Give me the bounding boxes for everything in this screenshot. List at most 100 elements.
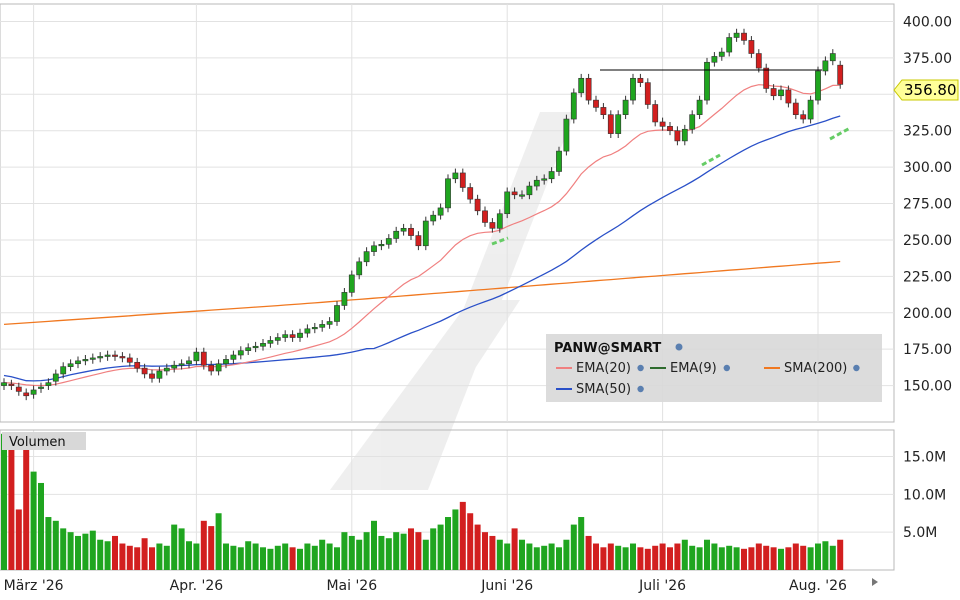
candle <box>223 355 229 369</box>
volume-bar <box>393 532 400 570</box>
volume-bar <box>178 528 185 570</box>
candle <box>674 126 681 146</box>
volume-bar <box>822 541 829 570</box>
candle <box>119 352 126 363</box>
volume-bar <box>770 547 777 570</box>
current-price-label: 356.80 <box>904 81 957 99</box>
candle <box>467 183 474 204</box>
volume-bar <box>533 547 540 570</box>
volume-bar <box>785 547 792 570</box>
volume-bar <box>67 532 74 570</box>
candle <box>134 357 141 373</box>
volume-bar <box>8 445 15 570</box>
candle <box>311 322 318 334</box>
svg-text:EMA(20): EMA(20) <box>576 361 631 376</box>
volume-bar <box>570 524 577 570</box>
volume-bar <box>681 539 688 570</box>
volume-bar <box>334 547 340 570</box>
volume-bar <box>667 547 673 570</box>
candle <box>356 257 363 280</box>
legend-settings-icon[interactable] <box>853 364 860 372</box>
volume-tick-label: 5.0M <box>903 525 937 541</box>
volume-bar <box>437 524 444 570</box>
candle <box>75 356 81 369</box>
x-tick-label: Juni '26 <box>480 578 533 594</box>
volume-bar <box>378 535 385 570</box>
volume-bar <box>585 535 592 570</box>
volume-bar <box>637 547 644 570</box>
symbol-settings-icon[interactable] <box>675 343 683 351</box>
volume-bar <box>237 547 244 570</box>
candle <box>829 49 836 66</box>
candle <box>385 234 392 249</box>
volume-bar <box>807 547 814 570</box>
volume-bar <box>563 539 570 570</box>
candle <box>622 95 629 120</box>
legend-settings-icon[interactable] <box>637 364 644 372</box>
volume-bar <box>496 539 503 570</box>
volume-bar <box>23 441 30 570</box>
volume-bar <box>341 532 348 570</box>
candle <box>30 385 37 399</box>
candle <box>430 210 437 226</box>
volume-bar <box>45 517 52 570</box>
scroll-arrow-icon[interactable] <box>872 578 878 586</box>
x-tick-label: Mai '26 <box>326 578 377 594</box>
volume-bar <box>348 535 355 570</box>
candle <box>792 98 799 120</box>
candle <box>519 190 525 200</box>
svg-text:EMA(9): EMA(9) <box>670 361 717 376</box>
volume-bar <box>30 471 37 570</box>
candle <box>593 95 599 112</box>
candles <box>1 28 844 401</box>
volume-bar <box>607 543 614 570</box>
candle <box>400 223 407 236</box>
candle <box>748 36 755 58</box>
price-tick-label: 150.00 <box>903 379 952 395</box>
trend-mark-2 <box>701 153 721 167</box>
volume-bar <box>15 509 22 570</box>
volume-bar <box>622 547 629 570</box>
candle <box>563 114 570 156</box>
volume-bar <box>452 509 459 570</box>
volume-bar <box>89 530 96 570</box>
candle <box>230 350 237 364</box>
volume-bar <box>400 533 407 570</box>
candle <box>363 247 370 267</box>
volume-bar <box>482 532 488 570</box>
candle <box>837 60 844 89</box>
volume-bar <box>778 548 784 570</box>
volume-bars <box>1 433 844 570</box>
candle <box>689 110 696 134</box>
legend-settings-icon[interactable] <box>637 385 644 393</box>
volume-bar <box>422 539 429 570</box>
candle <box>319 320 326 332</box>
volume-bar <box>112 535 118 570</box>
volume-bar <box>519 539 525 570</box>
candle <box>785 85 792 108</box>
candle <box>274 333 281 345</box>
volume-bar <box>659 543 666 570</box>
candle <box>607 110 614 138</box>
volume-tick-label: 10.0M <box>903 487 946 503</box>
volume-bar <box>548 543 555 570</box>
volume-bar <box>1 433 7 570</box>
sma50-line <box>3 115 841 382</box>
x-tick-label: Apr. '26 <box>170 578 224 594</box>
volume-bar <box>326 543 333 570</box>
candle <box>171 360 178 373</box>
candle <box>541 174 548 185</box>
legend-entry: EMA(20) <box>556 361 644 376</box>
legend-settings-icon[interactable] <box>723 364 730 372</box>
volume-bar <box>282 543 289 570</box>
volume-bar <box>726 545 733 570</box>
candle <box>97 352 104 363</box>
volume-bar <box>689 545 696 570</box>
price-panel <box>0 3 895 423</box>
candle <box>378 239 385 251</box>
price-tick-label: 250.00 <box>903 233 952 249</box>
volume-bar <box>615 545 622 570</box>
candle <box>38 382 44 393</box>
volume-bar <box>459 501 466 570</box>
volume-bar <box>408 528 414 570</box>
